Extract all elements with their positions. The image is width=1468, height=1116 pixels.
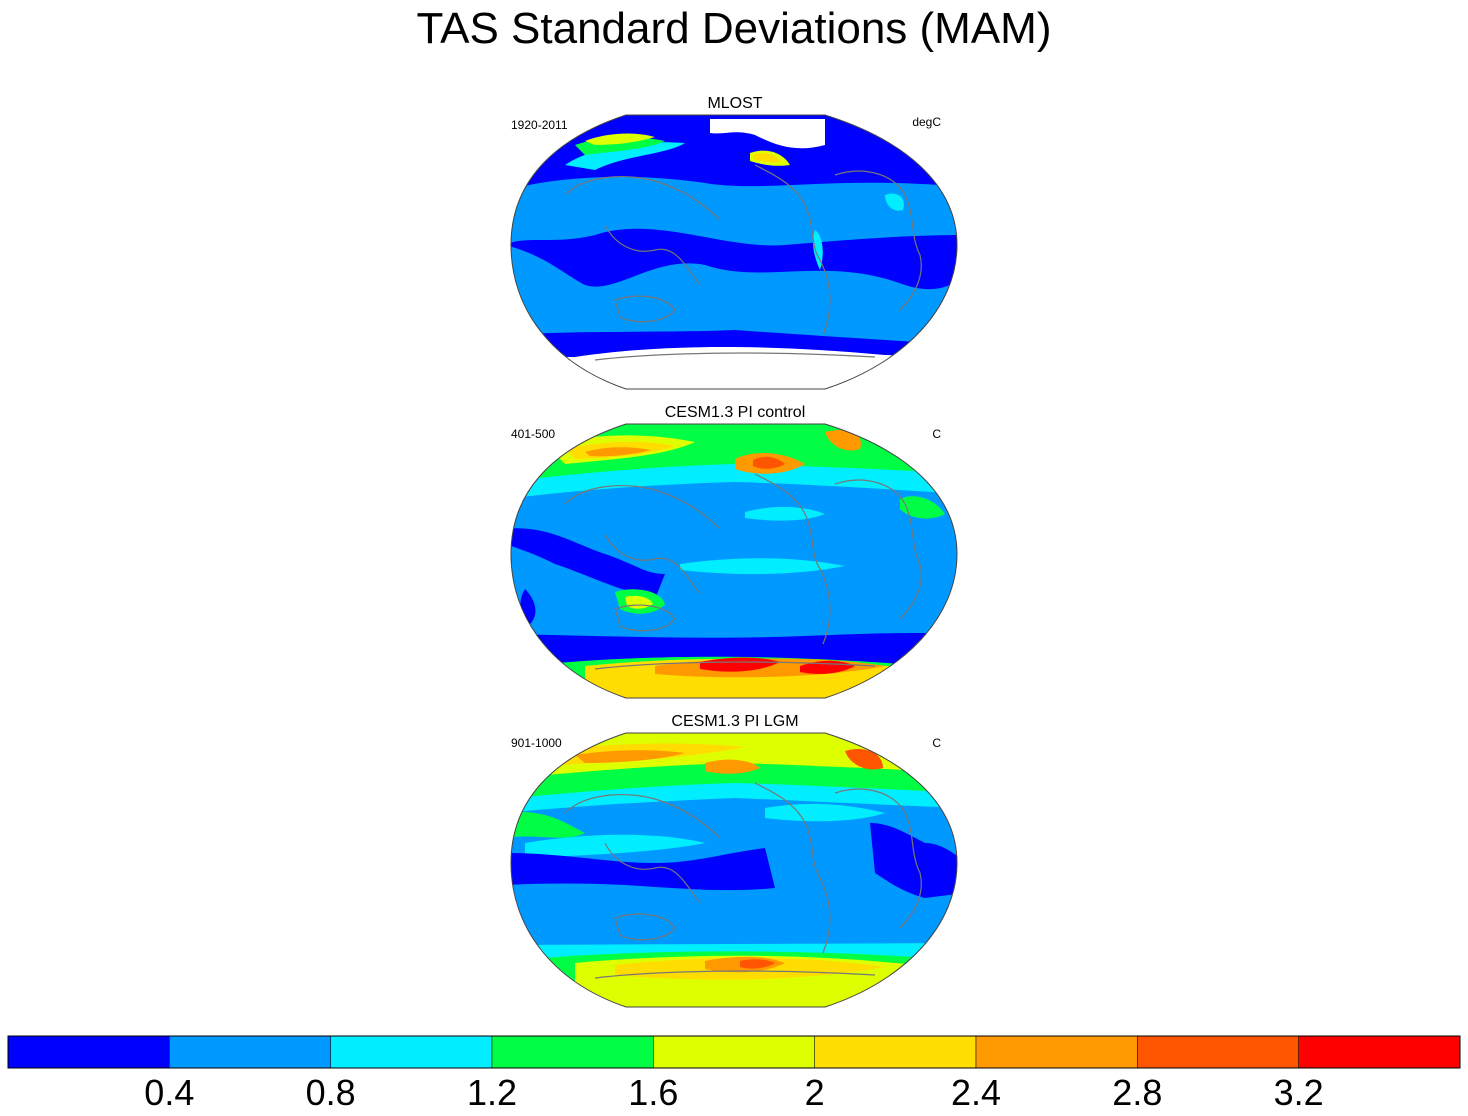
colorbar-tick-label: 1.2	[466, 1072, 518, 1113]
colorbar-swatch	[169, 1035, 331, 1069]
map-panel-mlost: MLOST 1920-2011 degC	[505, 95, 965, 395]
colorbar-swatch	[653, 1035, 815, 1069]
panel-title: MLOST	[707, 95, 763, 112]
colorbar-tick-label: 0.8	[305, 1072, 356, 1113]
colorbar-tick-label: 3.2	[1273, 1072, 1324, 1113]
panel-units-label: degC	[912, 115, 941, 129]
colorbar-swatch	[814, 1035, 977, 1069]
colorbar-tick-label: 2	[804, 1072, 825, 1113]
colorbar-tick-label: 2.4	[950, 1072, 1002, 1113]
colorbar-tick-label: 0.4	[144, 1072, 195, 1113]
panel-units-label: C	[932, 736, 941, 750]
map-panel-pi-lgm: CESM1.3 PI LGM 901-1000 C	[505, 713, 965, 1013]
colorbar-tick-label: 2.8	[1112, 1072, 1163, 1113]
panel-title: CESM1.3 PI control	[664, 404, 806, 421]
colorbar	[7, 1035, 1461, 1069]
colorbar-swatch	[975, 1035, 1138, 1069]
panel-period-label: 1920-2011	[511, 118, 568, 132]
colorbar-swatch	[330, 1035, 493, 1069]
map-plot	[510, 114, 958, 390]
colorbar-swatch	[7, 1035, 170, 1069]
panel-units-label: C	[932, 427, 941, 441]
figure-title: TAS Standard Deviations (MAM)	[416, 4, 1052, 53]
map-plot	[510, 732, 958, 1008]
panel-period-label: 901-1000	[511, 736, 562, 750]
colorbar-swatch	[1137, 1035, 1299, 1069]
map-panel-pi-control: CESM1.3 PI control 401-500 C	[505, 404, 965, 704]
colorbar-swatch	[491, 1035, 654, 1069]
colorbar-tick-label: 1.6	[628, 1072, 679, 1113]
colorbar-frame	[7, 1035, 1461, 1069]
colorbar-swatch	[1298, 1035, 1461, 1069]
map-plot	[510, 423, 958, 699]
panel-period-label: 401-500	[511, 427, 556, 441]
panel-title: CESM1.3 PI LGM	[671, 713, 799, 730]
